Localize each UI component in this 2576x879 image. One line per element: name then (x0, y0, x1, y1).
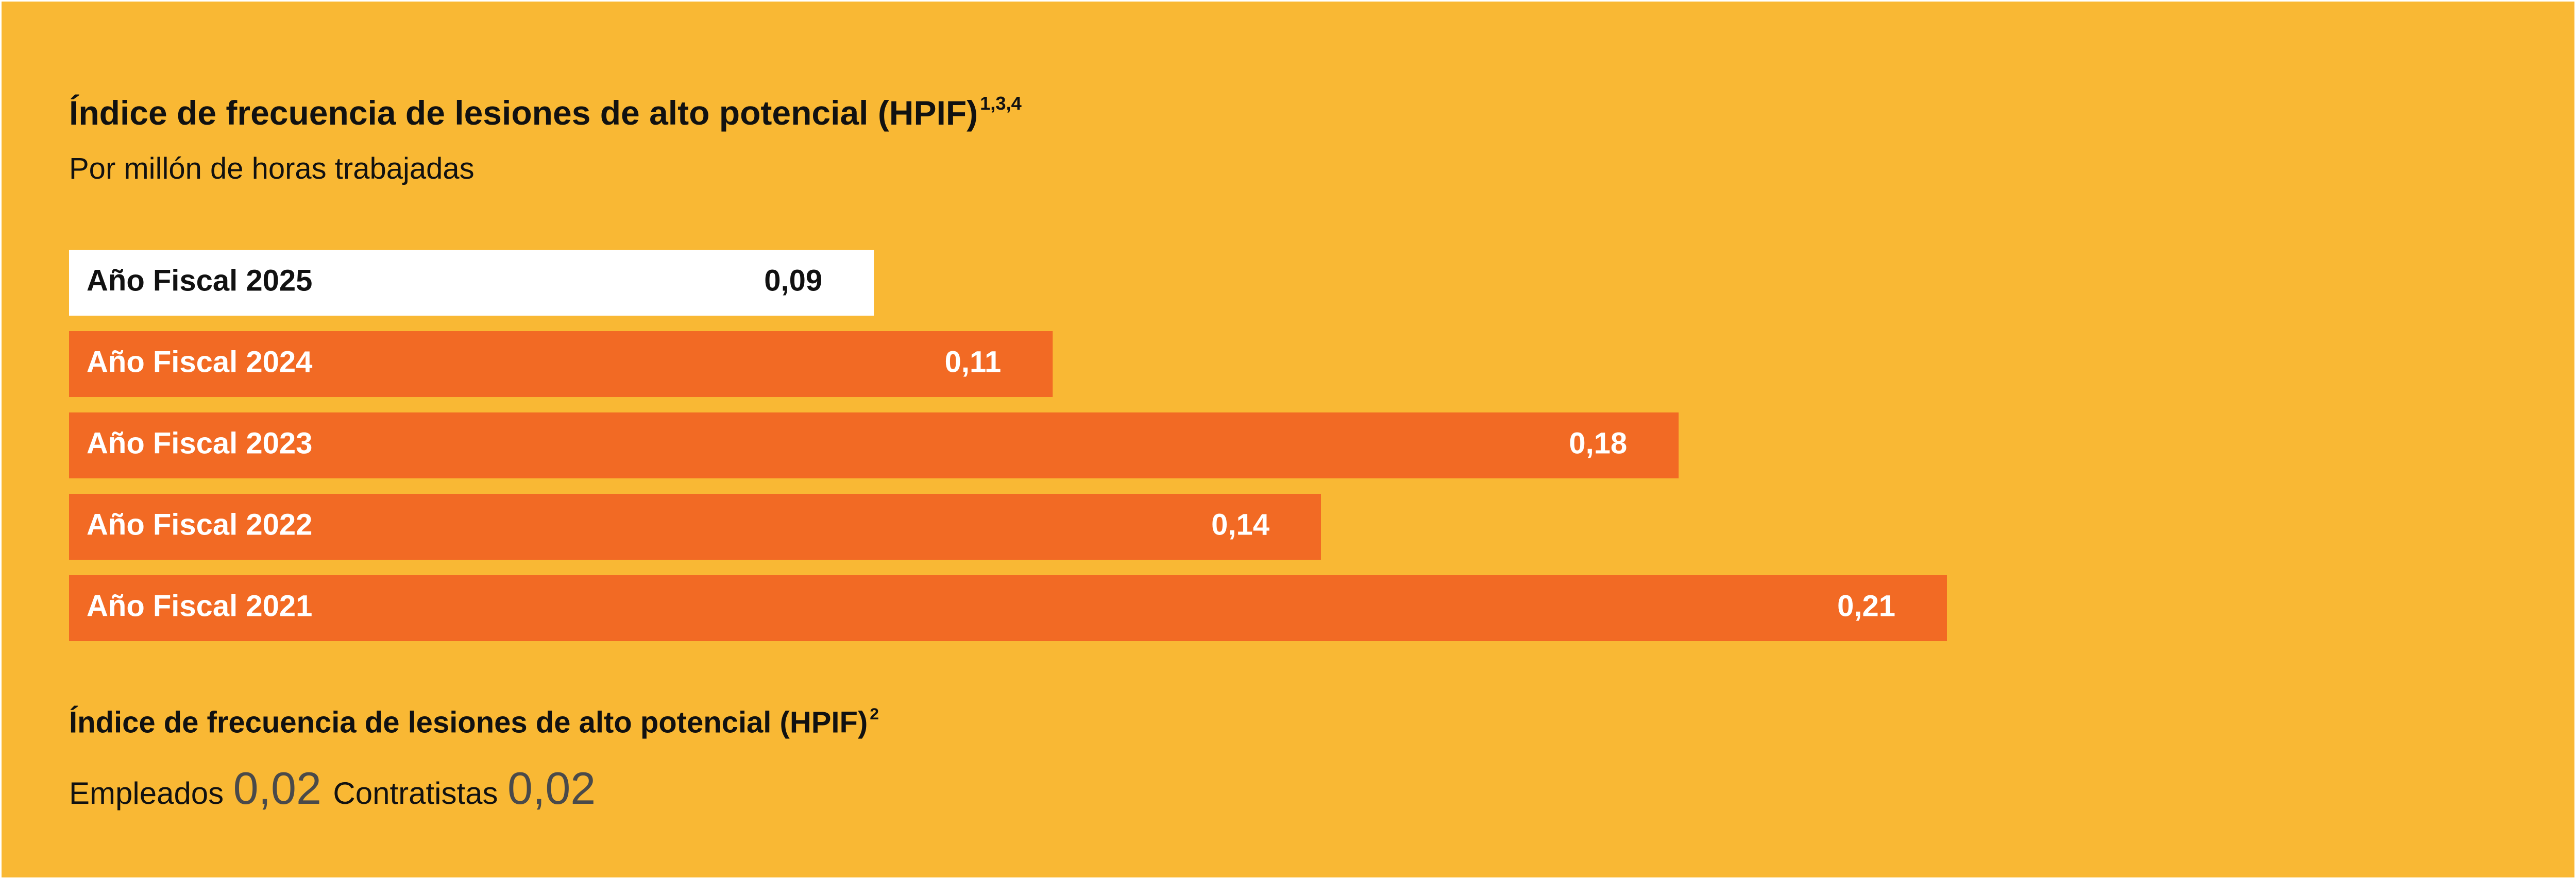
bar-category-label-1: Año Fiscal 2025 (87, 264, 312, 297)
bar-3 (69, 412, 1679, 478)
bar-category-label-3: Año Fiscal 2023 (87, 426, 312, 460)
chart-title-text: Índice de frecuencia de lesiones de alto… (69, 94, 978, 132)
bar-4 (69, 494, 1321, 560)
bar-category-label-2: Año Fiscal 2024 (87, 345, 312, 378)
stats-row: Empleados 0,02 Contratistas 0,02 (69, 762, 605, 815)
bar-category-label-4: Año Fiscal 2022 (87, 508, 312, 541)
bar-2 (69, 331, 1053, 397)
chart-title: Índice de frecuencia de lesiones de alto… (69, 93, 1022, 132)
bar-1 (69, 250, 874, 316)
bar-value-label-1: 0,09 (764, 264, 822, 297)
bar-category-label-5: Año Fiscal 2021 (87, 589, 312, 623)
chart-title-superscript: 1,3,4 (980, 93, 1022, 114)
secondary-title-text: Índice de frecuencia de lesiones de alto… (69, 705, 868, 739)
employees-label: Empleados (69, 776, 224, 811)
chart-subtitle: Por millón de horas trabajadas (69, 152, 474, 185)
bar-5 (69, 575, 1947, 641)
secondary-title: Índice de frecuencia de lesiones de alto… (69, 704, 879, 740)
bar-value-label-5: 0,21 (1837, 589, 1895, 623)
secondary-title-superscript: 2 (870, 704, 879, 723)
bar-value-label-3: 0,18 (1569, 426, 1627, 460)
employees-value: 0,02 (233, 763, 321, 814)
contractors-label: Contratistas (333, 776, 498, 811)
bar-value-label-4: 0,14 (1211, 508, 1269, 541)
contractors-value: 0,02 (507, 763, 596, 814)
bar-value-label-2: 0,11 (945, 345, 1002, 378)
